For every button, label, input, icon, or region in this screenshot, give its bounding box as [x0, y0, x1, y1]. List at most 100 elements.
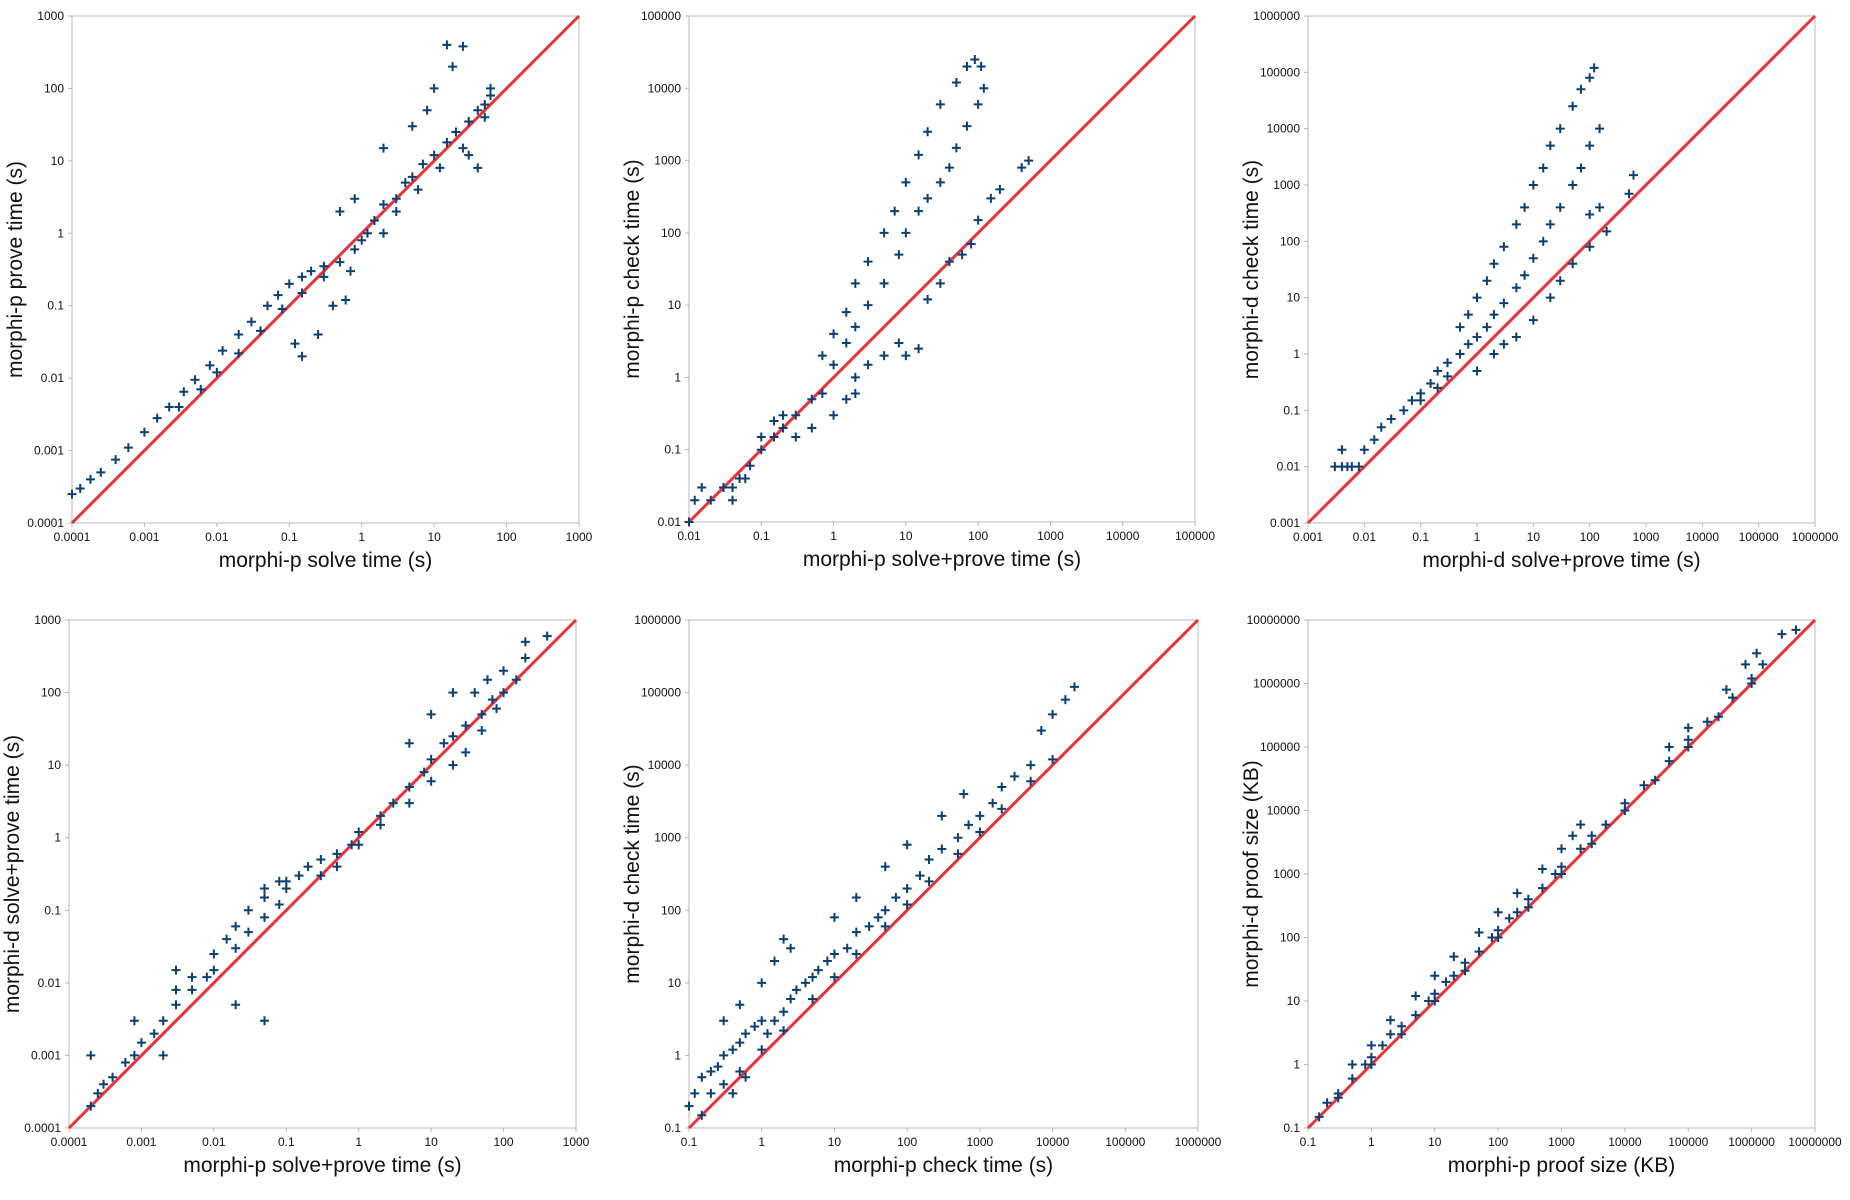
scatter-point	[1589, 63, 1599, 73]
scatter-point	[1347, 1060, 1357, 1069]
scatter-point	[480, 99, 490, 109]
scatter-point	[1523, 894, 1533, 904]
scatter-point	[979, 83, 989, 93]
y-tick-label: 0.1	[664, 443, 681, 457]
scatter-point	[418, 159, 428, 169]
scatter-point	[483, 675, 493, 685]
scatter-point	[706, 495, 716, 505]
scatter-point	[1557, 844, 1566, 854]
y-tick-label: 0.001	[31, 1048, 61, 1062]
scatter-point	[222, 934, 232, 944]
scatter-point	[880, 862, 890, 872]
scatter-chart-6: 0.1 1 10 100 1000 10000 100000 1000000 10000000 0…	[1240, 613, 1842, 1177]
scatter-point	[202, 972, 212, 982]
y-tick-label: 1000	[34, 613, 61, 627]
scatter-point	[935, 99, 945, 109]
x-tick-label: 100000	[1739, 530, 1779, 544]
scatter-point	[684, 517, 694, 527]
scatter-point	[1555, 202, 1565, 212]
x-tick-label: 0.01	[677, 529, 701, 543]
y-tick-label: 0.001	[34, 444, 64, 458]
scatter-point	[1411, 1010, 1421, 1020]
scatter-point	[376, 820, 386, 830]
scatter-point	[335, 257, 345, 267]
scatter-point	[745, 461, 755, 471]
scatter-point	[354, 840, 364, 850]
scatter-point	[273, 290, 283, 300]
x-tick-label: 100	[897, 1135, 917, 1149]
scatter-chart-1: 0.0001 0.001 0.01 0.1 1 10 100 1000 0.0001 0.001 0…	[4, 9, 593, 572]
scatter-point	[953, 833, 963, 843]
scatter-point	[458, 41, 468, 51]
scatter-point	[209, 949, 219, 959]
scatter-point	[1010, 771, 1020, 781]
scatter-point	[196, 384, 206, 394]
scatter-point	[966, 239, 976, 249]
x-tick-label: 100	[968, 529, 988, 543]
scatter-point	[1443, 358, 1453, 368]
scatter-point	[422, 105, 432, 115]
scatter-point	[1528, 253, 1538, 263]
scatter-point	[1511, 332, 1521, 342]
scatter-point	[1060, 695, 1070, 705]
x-tick-label: 10	[899, 529, 913, 543]
scatter-point	[1576, 84, 1586, 94]
scatter-point	[1777, 629, 1787, 639]
scatter-point	[829, 360, 839, 370]
scatter-point	[1493, 907, 1503, 917]
scatter-point	[791, 985, 801, 995]
scatter-point	[86, 1101, 96, 1111]
scatter-point	[442, 137, 452, 147]
scatter-point	[451, 127, 461, 137]
scatter-point	[957, 250, 967, 260]
diagonal-reference-line	[67, 618, 578, 1130]
x-tick-label: 1	[355, 1135, 362, 1149]
scatter-point	[1455, 349, 1465, 359]
scatter-point	[1728, 693, 1738, 703]
y-tick-label: 100	[44, 81, 64, 95]
scatter-point	[461, 721, 471, 731]
scatter-point	[345, 266, 355, 276]
scatter-point	[769, 416, 779, 426]
scatter-point	[520, 653, 530, 663]
scatter-point	[964, 820, 974, 830]
scatter-point	[841, 338, 851, 348]
scatter-point	[850, 278, 860, 288]
scatter-point	[85, 474, 95, 484]
x-tick-label: 0.01	[205, 530, 229, 544]
x-tick-label: 1000	[566, 530, 593, 544]
scatter-point	[757, 1045, 767, 1055]
scatter-point	[1601, 820, 1611, 830]
scatter-point	[757, 978, 767, 988]
scatter-point	[187, 972, 197, 982]
scatter-point	[1482, 276, 1492, 286]
scatter-point	[426, 776, 436, 786]
x-tick-label: 100	[497, 530, 517, 544]
scatter-point	[1624, 189, 1634, 199]
x-tick-label: 0.1	[1412, 530, 1429, 544]
scatter-point	[779, 1007, 789, 1017]
scatter-point	[880, 905, 890, 915]
x-tick-label: 100	[1580, 530, 1600, 544]
scatter-point	[1650, 775, 1660, 785]
scatter-point	[290, 339, 300, 349]
scatter-point	[212, 367, 222, 377]
scatter-point	[1463, 339, 1473, 349]
y-tick-label: 10	[1287, 994, 1301, 1008]
scatter-point	[728, 1088, 738, 1098]
scatter-point	[997, 804, 1007, 814]
scatter-point	[1620, 806, 1630, 815]
scatter-point	[1449, 971, 1459, 981]
y-tick-label: 100	[661, 903, 681, 917]
scatter-point	[473, 163, 483, 173]
scatter-point	[1359, 445, 1369, 455]
scatter-point	[880, 921, 890, 931]
scatter-point	[480, 112, 490, 122]
scatter-point	[975, 827, 985, 837]
scatter-point	[719, 1016, 729, 1026]
x-tick-label: 1000000	[1792, 530, 1839, 544]
y-tick-label: 10000	[1267, 122, 1301, 136]
scatter-point	[1489, 259, 1499, 269]
scatter-point	[997, 782, 1007, 792]
scatter-point	[158, 1016, 168, 1026]
